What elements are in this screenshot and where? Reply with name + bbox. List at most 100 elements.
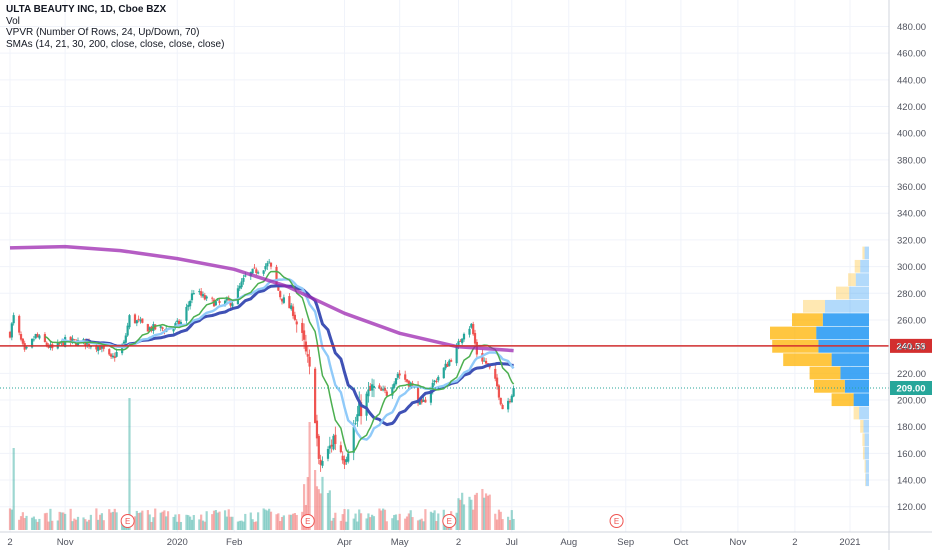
volume-profile-up xyxy=(844,379,869,393)
volume-bar xyxy=(89,514,92,530)
candle xyxy=(34,333,37,340)
volume-bar xyxy=(64,513,67,530)
volume-bar xyxy=(176,521,179,530)
volume-profile-down xyxy=(862,433,865,447)
volume-bar xyxy=(314,470,317,530)
earnings-marker[interactable]: E xyxy=(120,514,135,528)
volume-bar xyxy=(429,511,433,530)
earnings-marker[interactable]: E xyxy=(609,514,624,528)
volume-bar xyxy=(152,517,155,530)
volume-bar xyxy=(128,398,131,530)
candle xyxy=(218,298,221,306)
candle xyxy=(356,405,359,427)
volume-bar xyxy=(354,513,357,530)
volume-bar xyxy=(470,499,473,530)
candle xyxy=(122,339,126,345)
x-tick-label: Apr xyxy=(337,537,352,548)
volume-bar xyxy=(255,521,258,530)
candle xyxy=(295,319,298,333)
y-tick-label: 380.00 xyxy=(897,155,926,166)
volume-indicator-label[interactable]: Vol xyxy=(6,15,20,27)
volume-bar xyxy=(98,514,102,530)
volume-bar xyxy=(282,515,285,530)
x-tick-label: Nov xyxy=(729,537,746,548)
volume-bar xyxy=(159,512,162,530)
volume-bar xyxy=(32,516,35,530)
x-tick-label: Nov xyxy=(57,537,74,548)
volume-bar xyxy=(108,509,111,530)
y-tick-label: 340.00 xyxy=(897,209,926,220)
volume-bar xyxy=(288,514,291,530)
candle xyxy=(192,290,195,295)
volume-profile-down xyxy=(770,326,817,340)
volume-profile-down xyxy=(836,286,850,300)
candle xyxy=(444,360,447,371)
volume-bar xyxy=(455,512,458,530)
volume-bar xyxy=(73,518,76,530)
volume-bar xyxy=(36,521,39,530)
candle xyxy=(148,326,151,331)
y-tick-label: 160.00 xyxy=(897,449,926,460)
chart-legend: ULTA BEAUTY INC, 1D, Cboe BZX Vol VPVR (… xyxy=(6,4,224,50)
volume-bar xyxy=(201,520,205,530)
volume-bar xyxy=(416,520,420,530)
earnings-marker[interactable]: E xyxy=(300,514,315,528)
candle xyxy=(279,290,282,300)
candle xyxy=(326,446,330,462)
candle xyxy=(382,385,385,392)
earnings-marker[interactable]: E xyxy=(442,514,457,528)
candle xyxy=(124,333,127,345)
chart-grid xyxy=(0,0,889,532)
volume-bar xyxy=(109,512,113,530)
candle xyxy=(424,396,427,403)
candle xyxy=(266,260,269,270)
volume-bar xyxy=(190,519,194,530)
candle xyxy=(236,284,240,305)
volume-bar xyxy=(45,512,48,530)
candle xyxy=(108,348,111,357)
volume-profile-down xyxy=(862,446,865,460)
sma-indicator-label[interactable]: SMAs (14, 21, 30, 200, close, close, clo… xyxy=(6,38,225,50)
candle xyxy=(268,258,271,264)
volume-bar xyxy=(139,512,142,530)
candle xyxy=(113,352,116,362)
symbol-title[interactable]: ULTA BEAUTY INC, 1D, Cboe BZX xyxy=(6,4,167,15)
candle xyxy=(238,282,241,292)
candle xyxy=(306,346,309,363)
candle xyxy=(198,288,201,295)
sma-14-line xyxy=(44,270,515,454)
x-tick-label: Oct xyxy=(674,537,689,548)
volume-bar xyxy=(211,514,214,530)
volume-bar xyxy=(223,510,227,530)
candle xyxy=(288,293,291,309)
candle xyxy=(301,318,304,342)
volume-bar xyxy=(185,514,188,530)
volume-bar xyxy=(462,504,466,530)
candle xyxy=(189,299,192,310)
volume-bar xyxy=(87,519,91,530)
svg-text:E: E xyxy=(447,517,452,526)
candle xyxy=(495,374,499,390)
volume-bar xyxy=(187,515,190,530)
volume-bar xyxy=(8,508,12,530)
volume-bar xyxy=(82,517,85,530)
volume-bar xyxy=(60,512,63,530)
volume-bar xyxy=(510,510,513,530)
level-price-label-bg xyxy=(890,338,932,353)
candle xyxy=(407,380,410,388)
vpvr-indicator-label[interactable]: VPVR (Number Of Rows, 24, Up/Down, 70) xyxy=(6,27,200,38)
volume-bar xyxy=(95,508,98,530)
candle xyxy=(422,397,425,402)
volume-bar xyxy=(146,510,149,530)
candle xyxy=(176,318,179,325)
volume-bar xyxy=(236,521,240,530)
volume-bar xyxy=(47,521,50,530)
candle xyxy=(315,414,319,447)
volume-bar xyxy=(507,516,510,530)
volume-bar xyxy=(172,516,175,530)
volume-bar xyxy=(475,492,478,530)
volume-bar xyxy=(306,477,309,530)
volume-bar xyxy=(161,511,164,530)
volume-bar xyxy=(422,521,425,530)
